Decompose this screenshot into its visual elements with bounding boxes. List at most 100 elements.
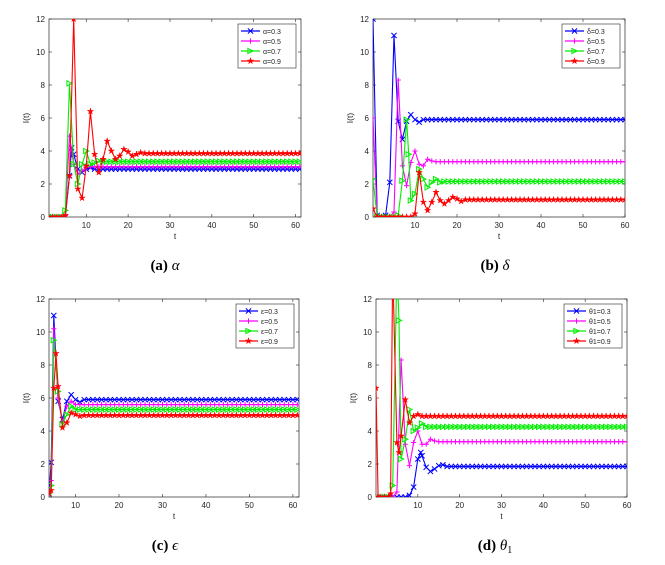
data-point xyxy=(579,178,587,185)
data-point xyxy=(498,463,505,470)
data-point xyxy=(512,116,519,123)
data-point xyxy=(559,116,565,123)
data-point xyxy=(491,116,498,123)
data-point xyxy=(168,396,175,403)
data-point xyxy=(57,212,66,217)
data-point xyxy=(439,461,446,468)
data-point xyxy=(427,423,435,431)
data-point xyxy=(423,441,429,447)
data-point xyxy=(469,463,476,470)
data-point xyxy=(460,423,468,431)
legend-marker xyxy=(245,318,252,324)
data-point xyxy=(250,158,258,166)
data-point xyxy=(537,178,545,185)
x-tick-label: 40 xyxy=(202,501,211,510)
caption-label: (d) xyxy=(478,538,500,554)
data-point xyxy=(208,158,216,166)
x-tick-label: 50 xyxy=(581,501,590,510)
legend: α=0.3 α=0.5 α=0.7 α=0.9 xyxy=(237,23,297,69)
x-axis-label: t xyxy=(174,231,177,241)
panel-caption: (c) ϵ xyxy=(152,538,179,554)
y-tick-label: 8 xyxy=(41,81,46,90)
data-point xyxy=(52,349,60,357)
data-point xyxy=(398,455,405,463)
data-point xyxy=(510,423,518,431)
data-point xyxy=(431,438,438,444)
data-point xyxy=(405,418,414,427)
data-point xyxy=(407,197,415,204)
data-point xyxy=(159,396,166,403)
data-point xyxy=(87,160,95,168)
data-point xyxy=(288,158,296,166)
data-point xyxy=(151,402,157,408)
data-point xyxy=(457,197,466,205)
data-point xyxy=(63,411,71,418)
data-point xyxy=(154,158,162,166)
data-point xyxy=(397,431,406,440)
legend-marker xyxy=(573,327,581,335)
data-point xyxy=(166,158,174,166)
data-point xyxy=(609,178,617,185)
data-point xyxy=(77,402,83,408)
data-point xyxy=(272,396,279,403)
data-point xyxy=(263,396,270,403)
data-point xyxy=(512,178,520,185)
data-point xyxy=(289,396,296,403)
legend-marker xyxy=(571,47,579,55)
data-point xyxy=(98,396,105,403)
legend-label: δ=0.7 xyxy=(587,49,605,56)
data-point xyxy=(242,396,249,403)
y-tick-label: 6 xyxy=(41,394,46,403)
data-point xyxy=(107,396,114,403)
data-point xyxy=(448,423,456,431)
data-point xyxy=(423,206,432,214)
data-point xyxy=(444,463,451,470)
data-point xyxy=(200,158,208,166)
legend-marker xyxy=(246,56,255,65)
data-point xyxy=(86,107,95,115)
caption-symbol: δ xyxy=(503,258,511,274)
data-point xyxy=(462,116,469,123)
data-point xyxy=(163,406,171,413)
y-axis-label: I(t) xyxy=(21,393,31,404)
y-tick-label: 4 xyxy=(365,147,370,156)
data-point xyxy=(246,402,253,408)
data-point xyxy=(582,423,589,431)
legend-label: α=0.5 xyxy=(263,39,281,46)
y-tick-label: 10 xyxy=(36,48,45,57)
x-tick-label: 40 xyxy=(207,221,216,230)
data-point xyxy=(452,463,459,470)
y-tick-label: 10 xyxy=(363,328,372,337)
data-point xyxy=(506,463,513,470)
data-point xyxy=(276,406,284,413)
x-tick-label: 20 xyxy=(115,501,124,510)
data-point xyxy=(613,178,621,185)
data-point xyxy=(529,116,536,123)
data-point xyxy=(441,178,449,185)
data-point xyxy=(449,116,456,123)
data-point xyxy=(272,406,280,413)
data-point xyxy=(410,427,418,435)
data-point xyxy=(61,211,70,217)
legend-label: α=0.3 xyxy=(263,29,281,36)
data-point xyxy=(94,402,100,408)
data-point xyxy=(81,402,87,408)
data-point xyxy=(624,463,627,470)
legend-marker xyxy=(245,308,252,314)
data-point xyxy=(216,396,222,403)
data-point xyxy=(289,406,297,413)
data-point xyxy=(292,158,300,166)
legend: δ=0.3 δ=0.5 δ=0.7 δ=0.9 xyxy=(561,23,621,69)
data-point xyxy=(500,116,507,123)
data-point xyxy=(233,396,240,403)
series-group xyxy=(373,19,625,217)
data-point xyxy=(390,494,396,497)
data-point xyxy=(220,406,228,413)
data-point xyxy=(296,158,301,166)
panel-caption: (d) θ1 xyxy=(478,538,512,556)
data-point xyxy=(204,158,212,166)
data-point xyxy=(557,463,564,470)
data-point xyxy=(622,159,625,165)
data-point xyxy=(552,463,559,470)
